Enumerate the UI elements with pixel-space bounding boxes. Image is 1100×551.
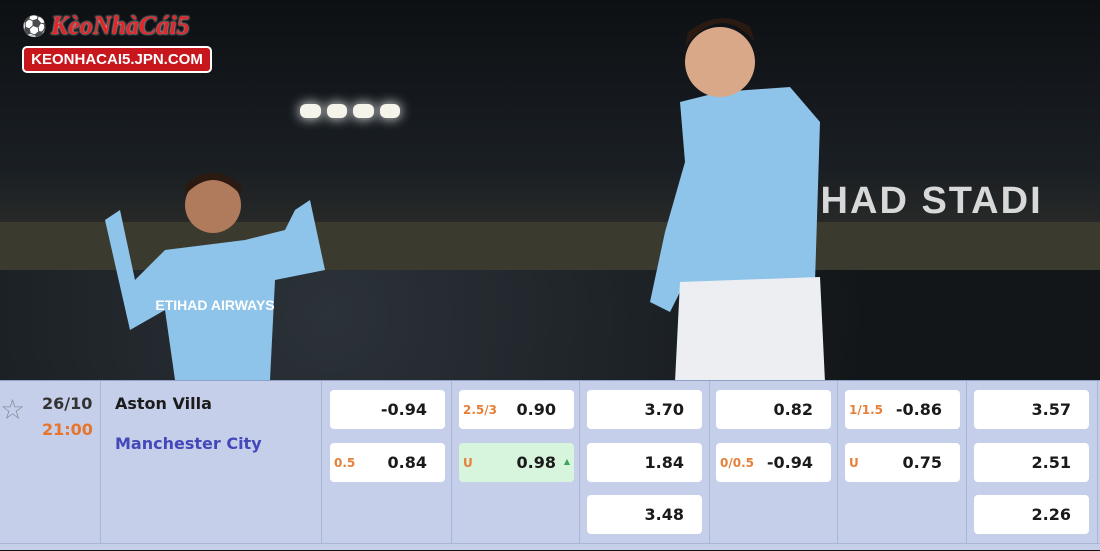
odds-value: -0.86: [895, 400, 942, 419]
row-divider: [0, 543, 1100, 551]
odds-value: 0.98: [516, 453, 556, 472]
odds-value: -0.94: [380, 400, 427, 419]
odds-value: 0.75: [902, 453, 942, 472]
handicap-label: U: [849, 455, 859, 470]
hero-photo: IHAD STADI ETIHAD AIRWAYS ⚽ KèoNhàCái5 K…: [0, 0, 1100, 380]
odds-value: 0.84: [387, 453, 427, 472]
handicap-label: 0.5: [334, 455, 356, 470]
odds-cell[interactable]: 0.82: [716, 390, 831, 429]
soccer-player-icon: ⚽: [22, 14, 47, 38]
odds-cell[interactable]: U 0.98 ▲: [459, 443, 574, 482]
odds-cell[interactable]: 3.70: [587, 390, 702, 429]
teams-column: [101, 381, 322, 543]
odds-value: 2.26: [1031, 505, 1071, 524]
star-outline-icon[interactable]: ☆: [0, 393, 26, 426]
time-column: [0, 381, 101, 543]
odds-cell[interactable]: 3.57: [974, 390, 1089, 429]
home-team[interactable]: Aston Villa: [115, 394, 212, 413]
match-date: 26/10: [42, 394, 93, 413]
logo-row: ⚽ KèoNhàCái5: [22, 10, 222, 42]
site-logo[interactable]: ⚽ KèoNhàCái5 KEONHACAI5.JPN.COM: [22, 10, 222, 73]
handicap-label: 0/0.5: [720, 455, 754, 470]
handicap-label: U: [463, 455, 473, 470]
logo-title: KèoNhàCái5: [50, 11, 190, 40]
odds-value: 3.48: [644, 505, 684, 524]
player-left-image: ETIHAD AIRWAYS: [105, 172, 325, 380]
odds-cell[interactable]: 0/0.5 -0.94: [716, 443, 831, 482]
floodlights: [300, 104, 400, 118]
match-time: 21:00: [42, 420, 93, 439]
odds-column: [967, 381, 1098, 543]
odds-value: 3.70: [644, 400, 684, 419]
odds-value: 0.82: [773, 400, 813, 419]
odds-table: ☆ 26/10 21:00 Aston Villa Manchester Cit…: [0, 380, 1100, 550]
odds-value: 3.57: [1031, 400, 1071, 419]
odds-cell[interactable]: 2.51: [974, 443, 1089, 482]
shirt-sponsor: ETIHAD AIRWAYS: [155, 297, 274, 313]
odds-cell[interactable]: 1/1.5 -0.86: [845, 390, 960, 429]
stadium-sign: IHAD STADI: [808, 180, 1043, 222]
odds-cell[interactable]: 3.48: [587, 495, 702, 534]
odds-value: 0.90: [516, 400, 556, 419]
triangle-up-icon: ▲: [563, 457, 570, 466]
odds-column: [838, 381, 967, 543]
away-team[interactable]: Manchester City: [115, 434, 262, 453]
odds-cell[interactable]: 2.26: [974, 495, 1089, 534]
logo-url: KEONHACAI5.JPN.COM: [22, 46, 212, 73]
odds-cell[interactable]: 0.5 0.84: [330, 443, 445, 482]
odds-cell[interactable]: -0.94: [330, 390, 445, 429]
handicap-label: 1/1.5: [849, 402, 883, 417]
odds-column: [322, 381, 452, 543]
odds-value: -0.94: [766, 453, 813, 472]
odds-column: [580, 381, 710, 543]
odds-cell[interactable]: 2.5/3 0.90: [459, 390, 574, 429]
player-right-image: [650, 18, 825, 380]
odds-column: [452, 381, 580, 543]
odds-column: [710, 381, 838, 543]
handicap-label: 2.5/3: [463, 402, 497, 417]
odds-value: 2.51: [1031, 453, 1071, 472]
odds-value: 1.84: [644, 453, 684, 472]
odds-cell[interactable]: U 0.75: [845, 443, 960, 482]
odds-cell[interactable]: 1.84: [587, 443, 702, 482]
